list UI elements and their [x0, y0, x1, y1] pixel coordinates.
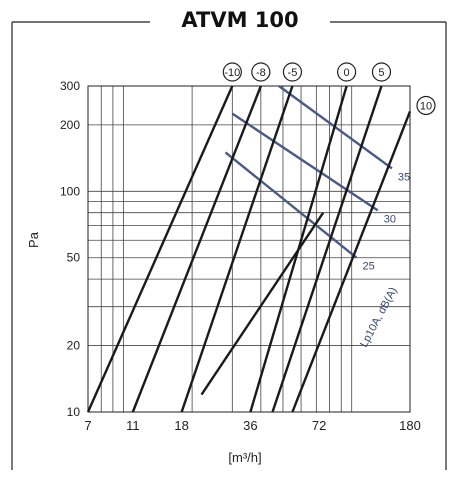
series-label-circle--5	[282, 62, 303, 82]
series-label--8: -8	[256, 67, 266, 79]
sound-line-25	[224, 151, 358, 259]
y-tick-label: 100	[60, 184, 80, 198]
series-label--5: -5	[288, 67, 298, 79]
y-tick-label: 300	[60, 79, 80, 93]
x-tick-label: 36	[243, 418, 257, 433]
sound-line-label-35: 35	[398, 171, 410, 183]
flow-lines	[86, 85, 412, 413]
sound-lines-caption: Lp10A, dB(A)	[358, 285, 400, 349]
sound-line-30	[231, 112, 379, 212]
series-label-circle-0	[337, 62, 357, 82]
series-label-5: 5	[378, 67, 384, 79]
flow-line	[200, 212, 325, 396]
flow-line-10	[291, 111, 412, 413]
flow-line--5	[180, 85, 294, 413]
flow-line-5	[271, 85, 383, 413]
y-axis-label: Pa	[26, 231, 41, 248]
frame-border	[11, 21, 447, 470]
series-label-0: 0	[344, 67, 350, 79]
series-label-circle-10	[416, 95, 436, 116]
series-label-circle--10	[222, 62, 242, 82]
plot-border	[87, 85, 411, 413]
sound-line-label-30: 30	[384, 213, 396, 225]
y-tick-label: 20	[67, 339, 81, 353]
series-label-circle--8	[251, 62, 271, 82]
y-tick-label: 50	[67, 251, 81, 265]
flow-line--10	[86, 85, 234, 413]
series-label--10: -10	[224, 67, 240, 79]
x-tick-label: 180	[399, 418, 421, 433]
x-axis-label: [m³/h]	[228, 450, 261, 465]
x-tick-label: 18	[174, 418, 188, 433]
x-tick-label: 11	[126, 418, 140, 433]
grid	[87, 85, 411, 413]
y-tick-label: 10	[67, 405, 81, 419]
series-label-10: 10	[420, 100, 432, 112]
flow-line--8	[131, 85, 262, 413]
series-label-circle-5	[371, 62, 392, 82]
y-tick-label: 200	[60, 118, 80, 132]
chart-title: ATVM 100	[150, 8, 330, 32]
x-tick-label: 72	[312, 418, 326, 433]
sound-line-label-25: 25	[363, 261, 375, 273]
x-tick-label: 7	[84, 418, 91, 433]
